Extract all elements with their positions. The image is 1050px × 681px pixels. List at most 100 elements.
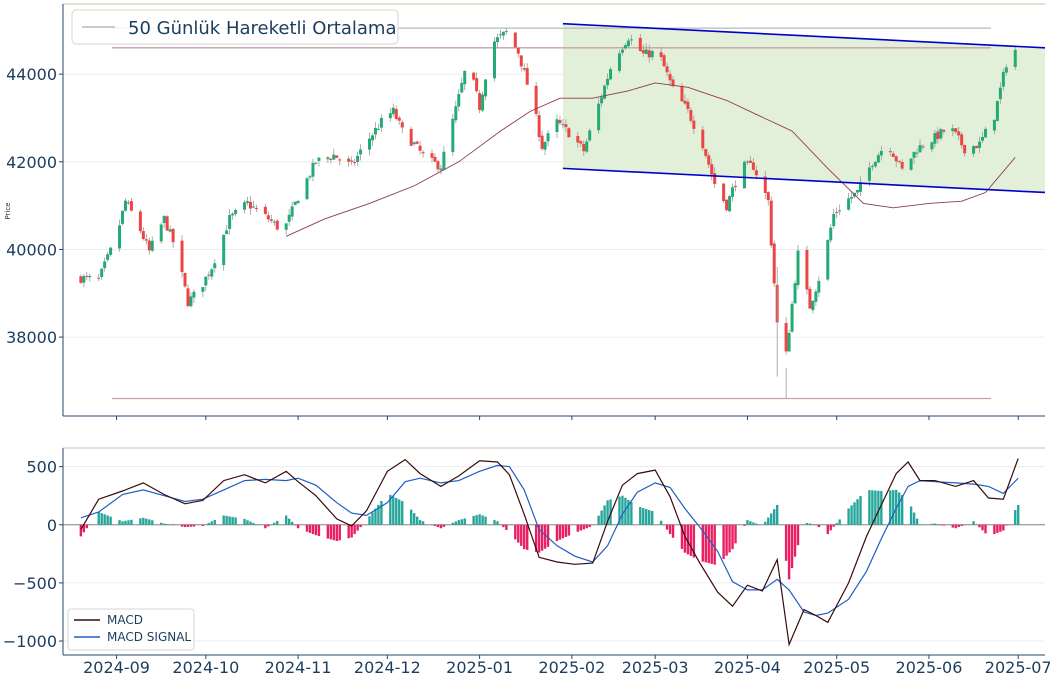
candle-down (641, 50, 645, 54)
histogram-bar-negative (686, 524, 690, 555)
histogram-bar-positive (859, 496, 862, 525)
macd-x-tick-label: 2025-03 (622, 658, 689, 677)
histogram-bar-negative (526, 524, 529, 550)
candle-up (787, 333, 791, 352)
histogram-bar-negative (332, 524, 335, 541)
histogram-bar-negative (537, 524, 541, 553)
candle-down (335, 155, 339, 158)
macd-y-tick-label: 500 (26, 458, 57, 477)
histogram-bar-negative (713, 524, 716, 565)
candle-down (564, 124, 568, 128)
candle-up (504, 31, 508, 33)
candle-down (638, 37, 642, 51)
candle-down (835, 212, 839, 214)
candle-up (609, 69, 613, 80)
histogram-bar-positive (454, 521, 457, 525)
histogram-bar-negative (79, 524, 83, 537)
histogram-bar-positive (127, 520, 130, 525)
histogram-bar-negative (680, 524, 684, 549)
histogram-bar-positive (395, 498, 398, 525)
candle-up (305, 178, 309, 200)
histogram-bar-positive (231, 516, 234, 525)
histogram-bar-positive (124, 520, 127, 525)
histogram-bar-positive (918, 524, 922, 526)
histogram-bar-negative (543, 524, 547, 549)
candle-up (546, 133, 550, 142)
candle-down (421, 152, 425, 154)
candle-up (978, 141, 982, 148)
histogram-bar-positive (392, 496, 395, 525)
candle-down (707, 155, 711, 165)
histogram-bar-negative (1005, 524, 1008, 526)
candle-up (192, 291, 196, 298)
macd-x-tick-label: 2025-01 (446, 658, 513, 677)
histogram-bar-positive (499, 524, 502, 525)
histogram-bar-positive (475, 515, 478, 525)
histogram-bar-negative (939, 524, 943, 526)
histogram-bar-positive (618, 496, 621, 525)
histogram-bar-negative (588, 524, 591, 528)
series-line-macd (80, 458, 1019, 647)
histogram-bar-negative (790, 524, 794, 569)
histogram-bar-negative (356, 524, 359, 531)
candle-up (832, 213, 836, 227)
candle-up (159, 224, 163, 242)
candle-up (439, 168, 443, 171)
candle-down (430, 153, 434, 158)
candle-up (600, 97, 604, 104)
candle-up (442, 151, 446, 170)
histogram-bar-negative (668, 524, 672, 535)
candle-down (397, 117, 401, 121)
histogram-bar-negative (558, 524, 562, 540)
candle-down (975, 145, 979, 149)
candle-up (850, 197, 854, 199)
candle-down (513, 32, 517, 48)
macd-x-tick-label: 2025-04 (714, 658, 781, 677)
histogram-bar-positive (228, 516, 231, 525)
candle-down (891, 153, 895, 157)
candle-down (567, 128, 571, 138)
histogram-bar-positive (234, 517, 237, 525)
candle-down (686, 101, 690, 110)
histogram-bar-negative (817, 524, 821, 528)
candle-up (745, 161, 749, 163)
histogram-bar-positive (148, 519, 151, 525)
histogram-bar-positive (746, 520, 749, 525)
candle-up (620, 49, 624, 53)
histogram-bar-negative (514, 524, 517, 540)
candle-down (579, 141, 583, 144)
candle-up (481, 94, 485, 111)
histogram-bar-negative (582, 524, 585, 530)
histogram-bar-positive (103, 514, 106, 525)
histogram-bar-negative (978, 524, 981, 528)
macd-x-tick-label: 2024-09 (83, 658, 150, 677)
candle-up (790, 303, 794, 332)
macd-x-tick-label: 2025-07 (985, 658, 1050, 677)
candle-down (725, 199, 729, 211)
candle-up (644, 49, 648, 55)
candle-down (138, 211, 142, 232)
histogram-bar-positive (276, 520, 279, 525)
candle-up (243, 202, 247, 210)
histogram-bar-positive (368, 516, 371, 525)
candle-up (876, 155, 880, 163)
histogram-bar-negative (984, 524, 987, 534)
price-legend: 50 Günlük Hareketli Ortalama (71, 9, 399, 45)
candle-up (356, 155, 360, 162)
candle-down (85, 275, 89, 277)
histogram-bar-positive (377, 504, 380, 525)
candle-up (234, 209, 238, 215)
candle-up (376, 128, 380, 130)
histogram-bar-positive (106, 515, 109, 525)
candle-up (731, 187, 735, 197)
histogram-bar-negative (796, 524, 800, 546)
candle-up (454, 106, 458, 121)
candle-up (201, 287, 205, 292)
candle-up (225, 230, 229, 235)
candle-up (326, 157, 330, 160)
candle-down (266, 215, 270, 220)
histogram-bar-negative (728, 524, 731, 553)
histogram-bar-positive (767, 517, 770, 525)
histogram-bar-positive (930, 523, 934, 525)
